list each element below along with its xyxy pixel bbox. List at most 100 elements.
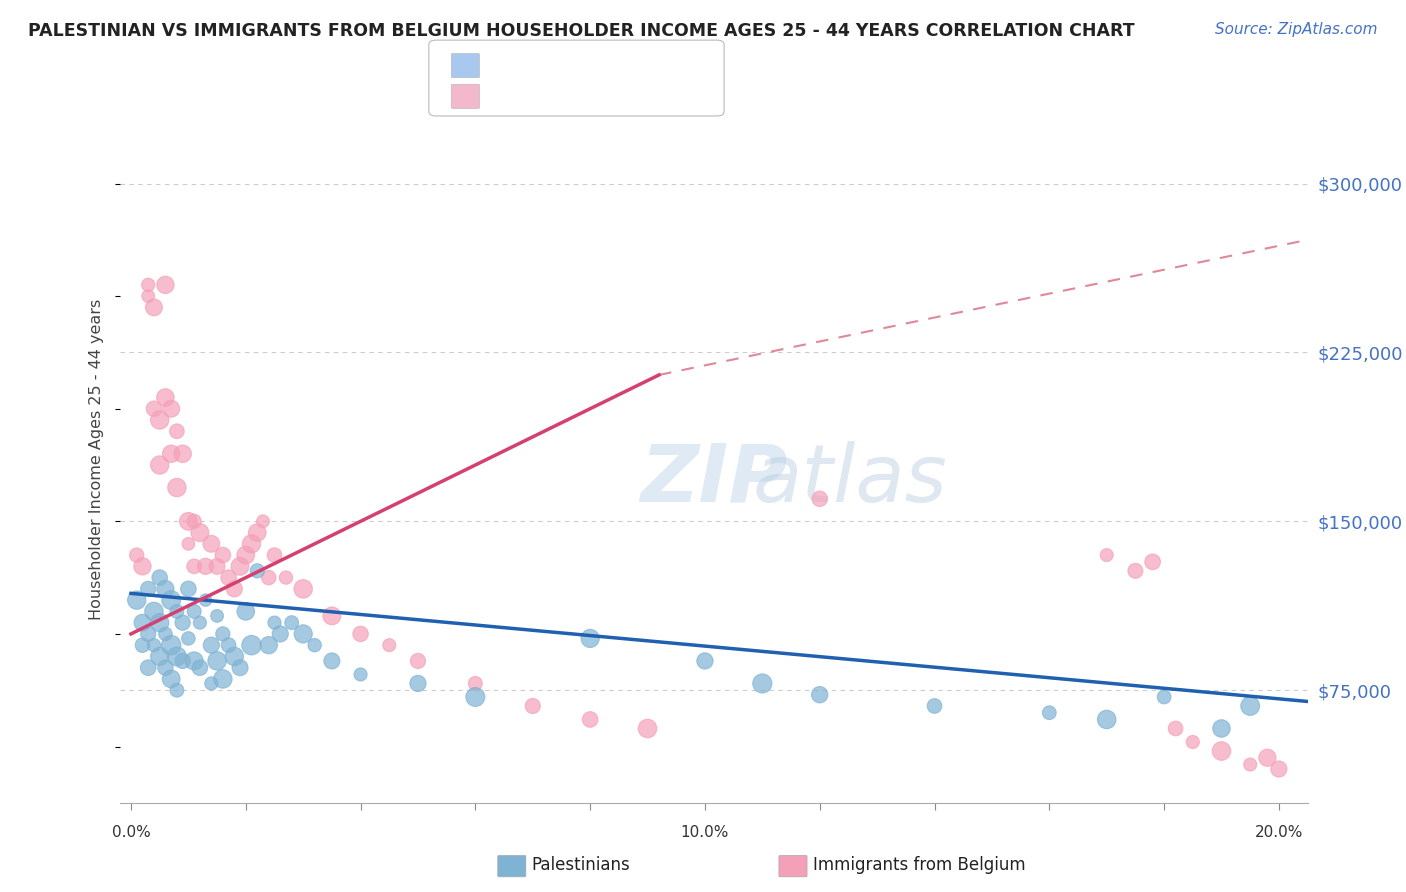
Point (160, 401, 183, 416)
Point (166, 649, 188, 664)
Point (155, 582, 177, 596)
Point (224, 582, 246, 596)
Y-axis label: Householder Income Ages 25 - 44 years: Householder Income Ages 25 - 44 years (89, 299, 104, 620)
Point (211, 672, 233, 686)
Point (257, 638, 280, 652)
Point (211, 627, 233, 641)
Text: R =: R = (489, 87, 529, 106)
Point (257, 571, 280, 585)
Point (235, 604, 257, 618)
Point (1211, 744, 1233, 758)
Point (235, 548, 257, 562)
Text: PALESTINIAN VS IMMIGRANTS FROM BELGIUM HOUSEHOLDER INCOME AGES 25 - 44 YEARS COR: PALESTINIAN VS IMMIGRANTS FROM BELGIUM H… (28, 22, 1135, 40)
Point (183, 514, 205, 528)
Text: 20.0%: 20.0% (1254, 825, 1303, 840)
Point (194, 559, 217, 574)
Point (155, 661, 177, 675)
Text: R =: R = (489, 57, 529, 75)
Point (252, 514, 274, 528)
Point (292, 627, 315, 641)
Point (304, 638, 326, 652)
Text: 10.0%: 10.0% (681, 825, 730, 840)
Text: N =: N = (574, 87, 626, 106)
Point (200, 638, 222, 652)
Point (406, 654, 429, 668)
Text: 61: 61 (613, 57, 638, 75)
Point (1239, 698, 1261, 713)
Point (274, 571, 297, 585)
Point (464, 690, 486, 704)
Point (183, 604, 205, 618)
Point (160, 672, 183, 686)
Point (349, 667, 371, 681)
Point (1125, 564, 1147, 578)
Point (751, 676, 773, 690)
Point (246, 564, 269, 578)
Point (177, 514, 200, 528)
Point (142, 301, 165, 315)
Point (693, 654, 716, 668)
Point (149, 615, 172, 630)
Point (269, 627, 291, 641)
Point (579, 713, 602, 727)
Point (229, 661, 252, 675)
Point (125, 548, 148, 562)
Point (218, 571, 240, 585)
Point (924, 698, 946, 713)
Point (149, 649, 172, 664)
Point (808, 491, 831, 506)
Point (177, 632, 200, 646)
Point (637, 722, 659, 736)
Point (240, 638, 263, 652)
Point (194, 593, 217, 607)
Point (177, 582, 200, 596)
Point (142, 401, 165, 416)
Point (1181, 735, 1204, 749)
Point (1164, 722, 1187, 736)
Point (136, 289, 159, 303)
Point (136, 582, 159, 596)
Point (200, 676, 222, 690)
Point (378, 638, 401, 652)
Point (136, 277, 159, 292)
Point (155, 391, 177, 405)
Point (205, 559, 228, 574)
Point (160, 638, 183, 652)
Point (183, 654, 205, 668)
Text: N =: N = (574, 57, 626, 75)
Point (229, 559, 252, 574)
Point (183, 559, 205, 574)
Point (1153, 690, 1175, 704)
Point (188, 615, 211, 630)
Point (177, 537, 200, 551)
Point (172, 654, 194, 668)
Point (136, 627, 159, 641)
Point (166, 481, 188, 495)
Point (808, 688, 831, 702)
Point (166, 424, 188, 438)
Text: 53: 53 (613, 87, 638, 106)
Point (321, 654, 343, 668)
Point (188, 661, 211, 675)
Point (149, 571, 172, 585)
Point (224, 649, 246, 664)
Point (1038, 706, 1060, 720)
Point (172, 615, 194, 630)
Point (406, 676, 429, 690)
Point (155, 627, 177, 641)
Text: 0.286: 0.286 (517, 87, 575, 106)
Point (205, 654, 228, 668)
Point (240, 537, 263, 551)
Point (131, 638, 153, 652)
Text: Source: ZipAtlas.com: Source: ZipAtlas.com (1215, 22, 1378, 37)
Point (246, 525, 269, 540)
Point (211, 548, 233, 562)
Point (136, 661, 159, 675)
Point (579, 632, 602, 646)
Text: ZIP: ZIP (640, 441, 787, 519)
Point (142, 638, 165, 652)
Point (522, 698, 544, 713)
Point (1239, 757, 1261, 772)
Text: Immigrants from Belgium: Immigrants from Belgium (813, 856, 1025, 874)
Point (188, 525, 211, 540)
